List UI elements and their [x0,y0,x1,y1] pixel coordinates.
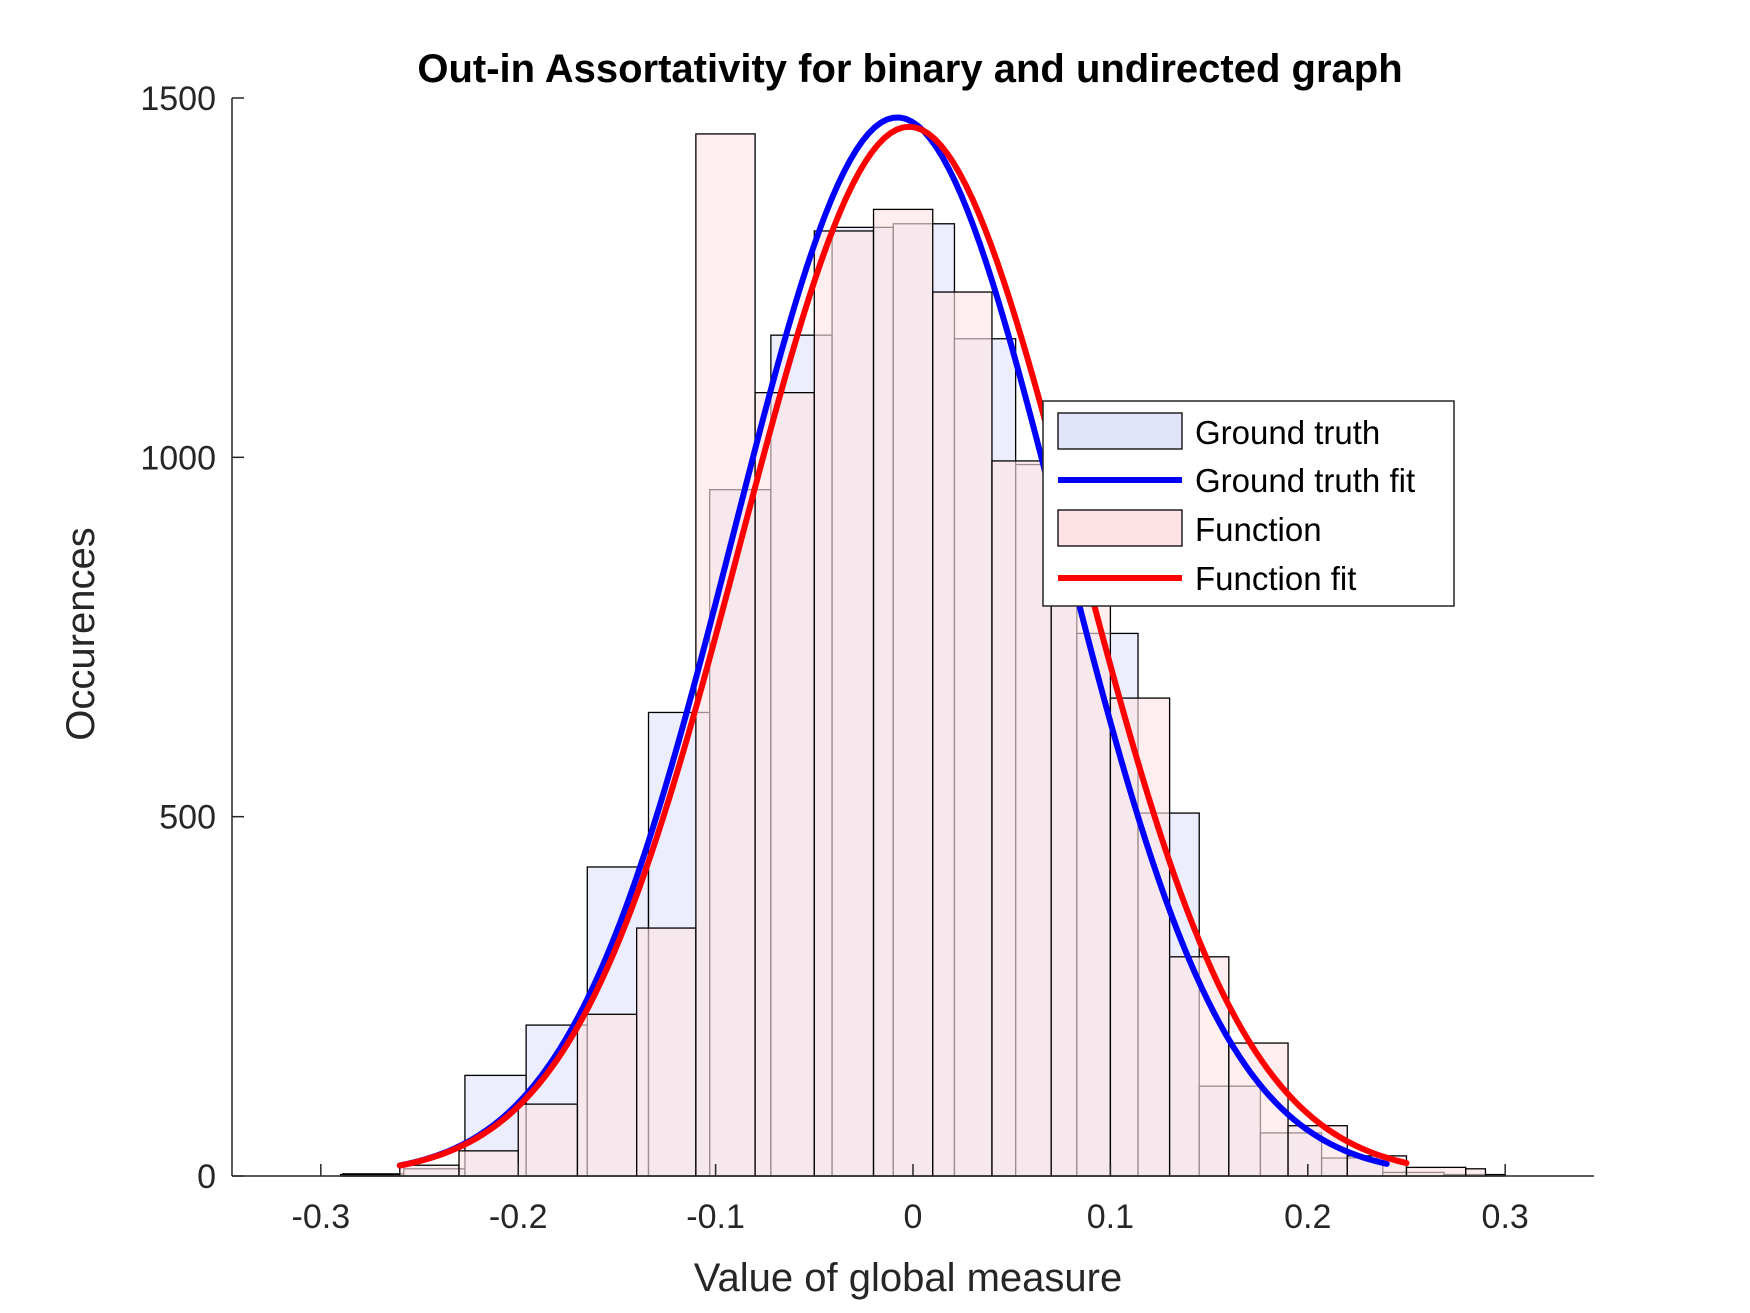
x-tick-label: -0.3 [292,1198,351,1236]
fit-line-function [396,123,1410,1169]
plot-area [339,114,1506,1177]
legend-label-function: Function [1195,511,1322,548]
y-tick-label: 500 [159,799,216,837]
histogram-bar [636,927,697,1177]
histogram-bar [695,133,756,1177]
histogram-bar [1228,1042,1289,1177]
histogram-bar [1168,956,1230,1177]
y-axis-label: Occurences [59,527,103,740]
histogram-bar [399,1164,460,1177]
histogram-bar [1465,1168,1487,1177]
legend-label-ground-truth: Ground truth [1195,414,1380,451]
legend: Ground truth Ground truth fit Function F… [1042,400,1455,607]
x-tick-label: 0 [904,1198,923,1236]
y-tick-label: 1500 [140,80,216,118]
histogram-bar [576,1013,638,1177]
y-tick-label: 0 [197,1158,216,1196]
fit-line-ground-truth [396,114,1390,1169]
histogram-bar [813,230,875,1177]
y-tick-label: 1000 [140,439,216,477]
histogram-bar [1405,1166,1467,1177]
x-tick-label: -0.2 [489,1198,548,1236]
histogram-bar [458,1150,519,1177]
histogram-bar [872,208,934,1177]
legend-swatch-function [1057,509,1183,547]
x-tick-label: -0.1 [686,1198,745,1236]
x-tick-label: 0.1 [1087,1198,1134,1236]
x-axis-label: Value of global measure [694,1256,1122,1300]
x-tick-label: 0.2 [1284,1198,1331,1236]
chart-title: Out-in Assortativity for binary and undi… [417,47,1402,91]
histogram-bar [517,1103,579,1177]
legend-label-function-fit: Function fit [1195,560,1356,597]
x-axis: -0.3 -0.2 -0.1 0 0.1 0.2 0.3 [232,1164,1594,1236]
legend-label-ground-truth-fit: Ground truth fit [1195,462,1415,499]
legend-swatch-ground-truth [1057,412,1183,450]
x-tick-label: 0.3 [1482,1198,1529,1236]
y-axis: 0 500 1000 1500 [140,80,244,1196]
histogram-bar [932,291,993,1177]
histogram-bar [754,391,815,1177]
